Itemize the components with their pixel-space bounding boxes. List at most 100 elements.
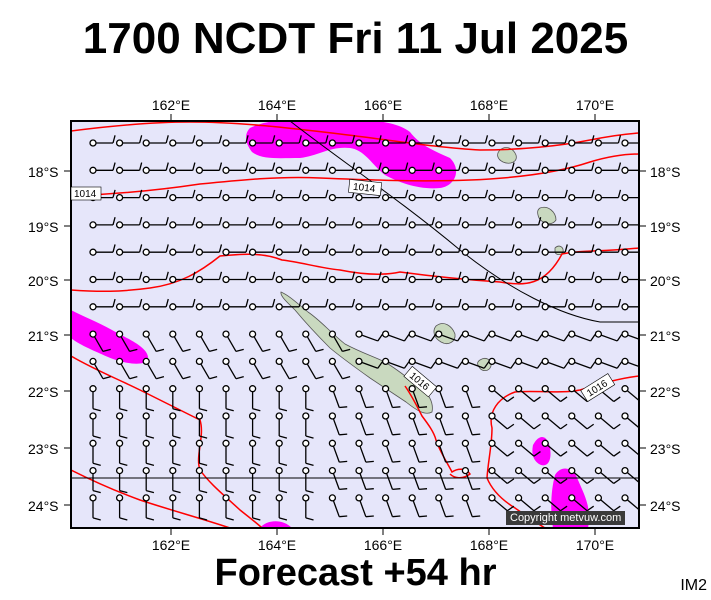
wind-barb-feather [457, 361, 463, 369]
wind-barb-station [488, 303, 496, 311]
forecast-title: 1700 NCDT Fri 11 Jul 2025 [82, 14, 629, 63]
wind-barb-feather [218, 244, 223, 253]
wind-barb-station [621, 193, 629, 202]
wind-barb-feather [458, 271, 462, 280]
wind-barb-feather [640, 479, 647, 484]
wind-barb-feather [225, 489, 234, 494]
wind-barb-station [275, 357, 283, 366]
wind-barb-station [89, 166, 97, 174]
wind-barb-feather [640, 506, 647, 511]
wind-barb-station [115, 357, 124, 366]
lat-label-right: 18°S [650, 164, 681, 180]
wind-barb-feather [511, 217, 515, 226]
wind-barb-feather [165, 298, 169, 307]
wind-barb-feather [392, 488, 401, 491]
wind-barb-station [328, 275, 337, 284]
wind-barb-station [195, 166, 204, 174]
wind-barb-feather [418, 433, 428, 436]
wind-barb-feather [271, 162, 276, 171]
lat-label-left: 18°S [28, 164, 59, 180]
wind-barb-station [435, 494, 443, 502]
wind-barb-feather [458, 189, 462, 198]
wind-barb-feather [129, 376, 138, 380]
wind-barb-feather [351, 244, 356, 253]
wind-barb-feather [510, 334, 516, 342]
wind-barb-feather [613, 423, 621, 430]
wind-barb-feather [165, 189, 169, 198]
wind-barb-station [488, 466, 496, 475]
wind-barb-station [248, 385, 257, 393]
wind-barb-feather [172, 517, 181, 521]
wind-barb-station [461, 439, 470, 447]
wind-barb-feather [252, 489, 261, 494]
wind-barb-station [248, 412, 257, 420]
wind-barb-feather [472, 515, 481, 518]
wind-barb-feather [225, 435, 234, 439]
wind-barb-station [222, 466, 230, 475]
wind-barb-station [461, 275, 470, 284]
wind-barb-feather [617, 244, 622, 253]
wind-barb-station [621, 494, 629, 502]
wind-barb-station [594, 275, 603, 284]
wind-barb-feather [262, 376, 271, 380]
wind-barb-feather [279, 489, 288, 494]
wind-barb-feather [591, 298, 595, 307]
wind-barb-feather [218, 189, 223, 198]
wind-barb-feather [431, 298, 435, 307]
wind-barb-feather [431, 244, 435, 253]
wind-barb-feather [392, 433, 401, 436]
wind-barb-station [302, 494, 310, 502]
wind-barb-feather [404, 298, 409, 307]
lat-label-left: 21°S [28, 328, 59, 344]
wind-barb-feather [298, 162, 302, 171]
wind-barb-station [328, 248, 337, 256]
wind-barb-feather [129, 348, 138, 353]
wind-barb-feather [92, 517, 101, 521]
wind-barb-station [488, 385, 496, 393]
wind-barb-station [381, 330, 390, 338]
wind-barb-station [488, 166, 496, 174]
wind-barb-station [514, 166, 523, 174]
wind-barb-feather [457, 334, 463, 342]
wind-barb-feather [339, 515, 348, 518]
wind-barb-station [222, 439, 230, 447]
wind-barb-feather [252, 408, 261, 412]
copyright-notice: Copyright metvuw.com [506, 511, 626, 525]
wind-barb-station [541, 357, 549, 366]
wind-barb-station [169, 466, 177, 475]
wind-barb-station [115, 139, 124, 147]
wind-barb-station [115, 439, 124, 447]
wind-barb-station [115, 466, 124, 475]
wind-barb-feather [472, 488, 481, 491]
wind-barb-feather [445, 488, 454, 491]
wind-barb-station [381, 494, 390, 502]
wind-barb-station [302, 248, 310, 256]
wind-barb-station [568, 193, 576, 202]
wind-barb-feather [458, 162, 462, 171]
wind-barb-station [568, 139, 576, 147]
wind-barb-feather [616, 334, 623, 342]
wind-barb-feather [119, 517, 128, 521]
wind-barb-station [541, 139, 549, 147]
wind-barb-station [461, 466, 470, 475]
wind-barb-station [142, 193, 150, 202]
wind-barb-feather [472, 406, 481, 409]
wind-barb-station [302, 221, 310, 229]
wind-barb-feather [533, 478, 541, 484]
wind-barb-feather [192, 162, 196, 171]
wind-barb-feather [560, 423, 568, 430]
wind-barb-station [248, 221, 257, 229]
wind-barb-feather [279, 517, 288, 521]
wind-barb-station [302, 275, 310, 284]
wind-barb-feather [377, 361, 383, 369]
wind-barb-station [514, 303, 523, 311]
wind-barb-station [142, 248, 150, 256]
wind-barb-station [514, 466, 523, 475]
wind-barb-station [435, 193, 443, 202]
wind-barb-feather [209, 348, 218, 353]
wind-barb-station [195, 330, 204, 338]
wind-barb-feather [404, 271, 409, 280]
wind-barb-feather [404, 244, 409, 253]
wind-barb-feather [590, 334, 596, 342]
wind-barb-feather [613, 451, 621, 457]
